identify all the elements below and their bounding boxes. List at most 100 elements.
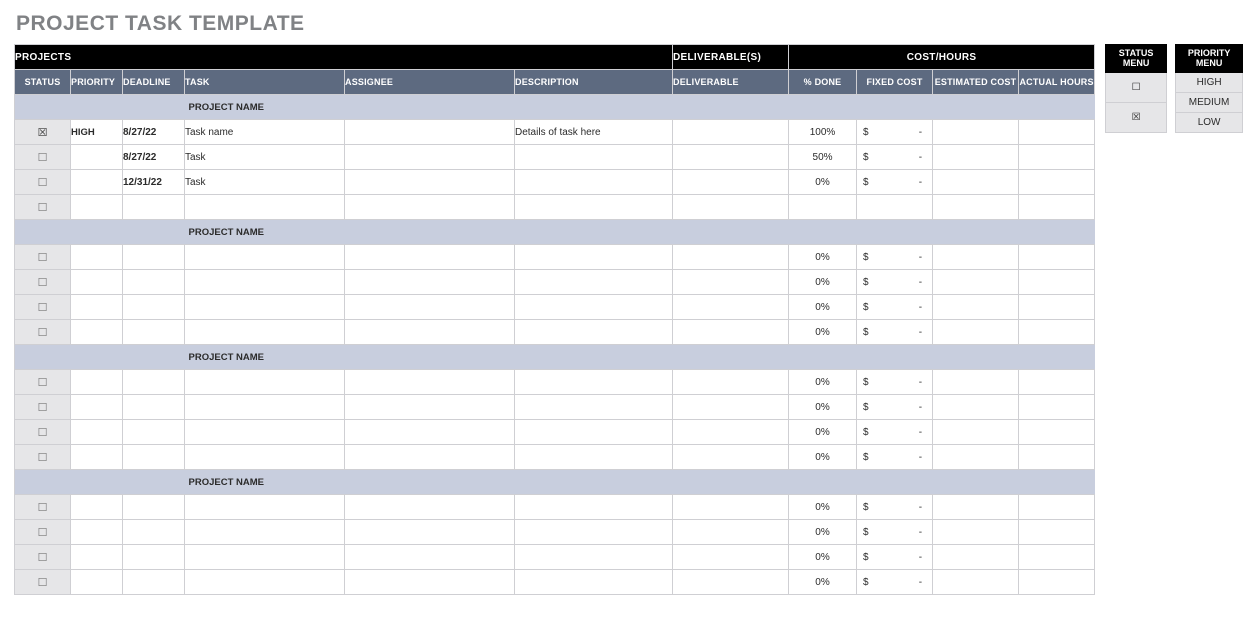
- priority-cell[interactable]: [71, 245, 123, 270]
- deliverable-cell[interactable]: [673, 445, 789, 470]
- task-cell[interactable]: [185, 320, 345, 345]
- actual-hours-cell[interactable]: [1019, 545, 1095, 570]
- deliverable-cell[interactable]: [673, 545, 789, 570]
- pct-done-cell[interactable]: 0%: [789, 445, 857, 470]
- description-cell[interactable]: [515, 495, 673, 520]
- fixed-cost-cell[interactable]: $-: [857, 245, 933, 270]
- status-checkbox[interactable]: ☐: [15, 495, 71, 520]
- deliverable-cell[interactable]: [673, 195, 789, 220]
- description-cell[interactable]: [515, 170, 673, 195]
- status-menu-item[interactable]: ☐: [1106, 73, 1167, 103]
- description-cell[interactable]: [515, 445, 673, 470]
- project-name-label[interactable]: PROJECT NAME: [185, 95, 1095, 120]
- estimated-cost-cell[interactable]: [933, 170, 1019, 195]
- actual-hours-cell[interactable]: [1019, 270, 1095, 295]
- pct-done-cell[interactable]: 0%: [789, 270, 857, 295]
- deadline-cell[interactable]: [123, 245, 185, 270]
- estimated-cost-cell[interactable]: [933, 420, 1019, 445]
- task-cell[interactable]: Task: [185, 170, 345, 195]
- pct-done-cell[interactable]: 0%: [789, 245, 857, 270]
- deliverable-cell[interactable]: [673, 520, 789, 545]
- task-cell[interactable]: [185, 445, 345, 470]
- estimated-cost-cell[interactable]: [933, 270, 1019, 295]
- task-cell[interactable]: Task: [185, 145, 345, 170]
- deadline-cell[interactable]: [123, 195, 185, 220]
- status-checkbox[interactable]: ☐: [15, 370, 71, 395]
- description-cell[interactable]: [515, 195, 673, 220]
- assignee-cell[interactable]: [345, 320, 515, 345]
- deliverable-cell[interactable]: [673, 120, 789, 145]
- fixed-cost-cell[interactable]: $-: [857, 545, 933, 570]
- actual-hours-cell[interactable]: [1019, 120, 1095, 145]
- pct-done-cell[interactable]: 100%: [789, 120, 857, 145]
- pct-done-cell[interactable]: 0%: [789, 570, 857, 595]
- pct-done-cell[interactable]: 50%: [789, 145, 857, 170]
- priority-cell[interactable]: HIGH: [71, 120, 123, 145]
- task-cell[interactable]: [185, 495, 345, 520]
- pct-done-cell[interactable]: 0%: [789, 320, 857, 345]
- actual-hours-cell[interactable]: [1019, 420, 1095, 445]
- actual-hours-cell[interactable]: [1019, 295, 1095, 320]
- priority-cell[interactable]: [71, 445, 123, 470]
- deadline-cell[interactable]: [123, 395, 185, 420]
- priority-cell[interactable]: [71, 320, 123, 345]
- description-cell[interactable]: [515, 145, 673, 170]
- assignee-cell[interactable]: [345, 295, 515, 320]
- deadline-cell[interactable]: [123, 520, 185, 545]
- estimated-cost-cell[interactable]: [933, 570, 1019, 595]
- estimated-cost-cell[interactable]: [933, 495, 1019, 520]
- priority-menu-item[interactable]: HIGH: [1176, 73, 1243, 93]
- fixed-cost-cell[interactable]: $-: [857, 520, 933, 545]
- assignee-cell[interactable]: [345, 545, 515, 570]
- description-cell[interactable]: [515, 320, 673, 345]
- deadline-cell[interactable]: [123, 295, 185, 320]
- estimated-cost-cell[interactable]: [933, 520, 1019, 545]
- deliverable-cell[interactable]: [673, 170, 789, 195]
- estimated-cost-cell[interactable]: [933, 545, 1019, 570]
- assignee-cell[interactable]: [345, 245, 515, 270]
- actual-hours-cell[interactable]: [1019, 520, 1095, 545]
- actual-hours-cell[interactable]: [1019, 195, 1095, 220]
- project-name-label[interactable]: PROJECT NAME: [185, 470, 1095, 495]
- fixed-cost-cell[interactable]: [857, 195, 933, 220]
- assignee-cell[interactable]: [345, 495, 515, 520]
- status-checkbox[interactable]: ☐: [15, 320, 71, 345]
- fixed-cost-cell[interactable]: $-: [857, 495, 933, 520]
- deliverable-cell[interactable]: [673, 395, 789, 420]
- deliverable-cell[interactable]: [673, 245, 789, 270]
- task-cell[interactable]: [185, 370, 345, 395]
- status-checkbox[interactable]: ☒: [15, 120, 71, 145]
- status-checkbox[interactable]: ☐: [15, 195, 71, 220]
- priority-cell[interactable]: [71, 295, 123, 320]
- status-checkbox[interactable]: ☐: [15, 420, 71, 445]
- assignee-cell[interactable]: [345, 395, 515, 420]
- task-cell[interactable]: Task name: [185, 120, 345, 145]
- status-checkbox[interactable]: ☐: [15, 245, 71, 270]
- project-name-label[interactable]: PROJECT NAME: [185, 345, 1095, 370]
- estimated-cost-cell[interactable]: [933, 445, 1019, 470]
- assignee-cell[interactable]: [345, 170, 515, 195]
- actual-hours-cell[interactable]: [1019, 370, 1095, 395]
- assignee-cell[interactable]: [345, 270, 515, 295]
- status-checkbox[interactable]: ☐: [15, 570, 71, 595]
- estimated-cost-cell[interactable]: [933, 120, 1019, 145]
- assignee-cell[interactable]: [345, 445, 515, 470]
- fixed-cost-cell[interactable]: $-: [857, 270, 933, 295]
- priority-cell[interactable]: [71, 520, 123, 545]
- description-cell[interactable]: [515, 420, 673, 445]
- actual-hours-cell[interactable]: [1019, 145, 1095, 170]
- description-cell[interactable]: [515, 245, 673, 270]
- description-cell[interactable]: [515, 545, 673, 570]
- status-checkbox[interactable]: ☐: [15, 395, 71, 420]
- fixed-cost-cell[interactable]: $-: [857, 420, 933, 445]
- pct-done-cell[interactable]: 0%: [789, 520, 857, 545]
- status-checkbox[interactable]: ☐: [15, 445, 71, 470]
- deadline-cell[interactable]: 12/31/22: [123, 170, 185, 195]
- deliverable-cell[interactable]: [673, 145, 789, 170]
- estimated-cost-cell[interactable]: [933, 295, 1019, 320]
- priority-cell[interactable]: [71, 545, 123, 570]
- deadline-cell[interactable]: 8/27/22: [123, 120, 185, 145]
- description-cell[interactable]: [515, 370, 673, 395]
- task-cell[interactable]: [185, 520, 345, 545]
- pct-done-cell[interactable]: 0%: [789, 170, 857, 195]
